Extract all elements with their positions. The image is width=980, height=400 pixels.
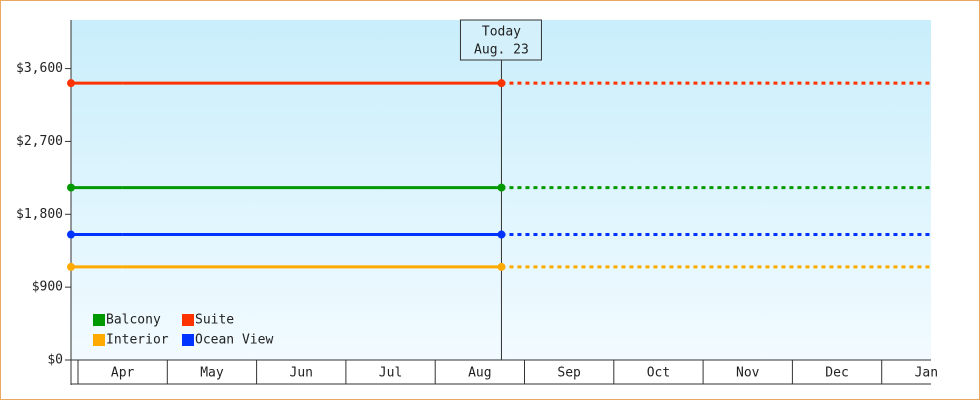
x-tick-label: Oct bbox=[647, 366, 670, 381]
legend-label: Ocean View bbox=[195, 333, 273, 348]
legend-label: Suite bbox=[195, 313, 234, 328]
legend-label: Interior bbox=[106, 333, 169, 348]
y-tick-label: $2,700 bbox=[16, 134, 63, 149]
legend-label: Balcony bbox=[106, 313, 161, 328]
y-tick-label: $0 bbox=[47, 353, 63, 368]
annotation: Aug. 23 bbox=[474, 43, 529, 58]
point bbox=[497, 183, 506, 192]
legend-swatch bbox=[182, 314, 194, 326]
point bbox=[67, 230, 75, 239]
today-box bbox=[459, 19, 542, 61]
x-tick-label: May bbox=[200, 366, 224, 381]
x-tick-label: Aug bbox=[468, 366, 491, 381]
point bbox=[67, 79, 75, 88]
legend-swatch bbox=[93, 334, 105, 346]
point bbox=[67, 183, 75, 192]
x-tick-label: Jan bbox=[915, 366, 938, 381]
point bbox=[497, 79, 506, 88]
x-tick-label: Sep bbox=[557, 366, 581, 381]
x-tick-label: Jul bbox=[379, 366, 402, 381]
annotation: Today bbox=[482, 25, 521, 40]
point bbox=[497, 230, 506, 239]
point bbox=[497, 262, 506, 271]
y-tick-label: $1,800 bbox=[16, 207, 63, 222]
x-tick-label: Nov bbox=[736, 366, 760, 381]
legend-swatch bbox=[182, 334, 194, 346]
y-tick-label: $3,600 bbox=[16, 61, 63, 76]
legend-swatch bbox=[93, 314, 105, 326]
x-tick-label: Dec bbox=[825, 366, 848, 381]
x-tick-label: Jun bbox=[290, 366, 313, 381]
y-tick-label: $900 bbox=[32, 280, 63, 295]
x-tick-label: Apr bbox=[111, 366, 135, 381]
point bbox=[67, 262, 75, 271]
